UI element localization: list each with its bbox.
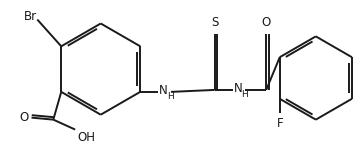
Text: OH: OH [77,130,95,143]
Text: S: S [211,16,218,30]
Text: H: H [167,92,174,101]
Text: Br: Br [23,10,36,23]
Text: F: F [276,117,283,130]
Text: O: O [262,16,271,30]
Text: N: N [234,82,242,95]
Text: N: N [159,84,168,97]
Text: O: O [19,111,28,124]
Text: H: H [241,90,248,99]
